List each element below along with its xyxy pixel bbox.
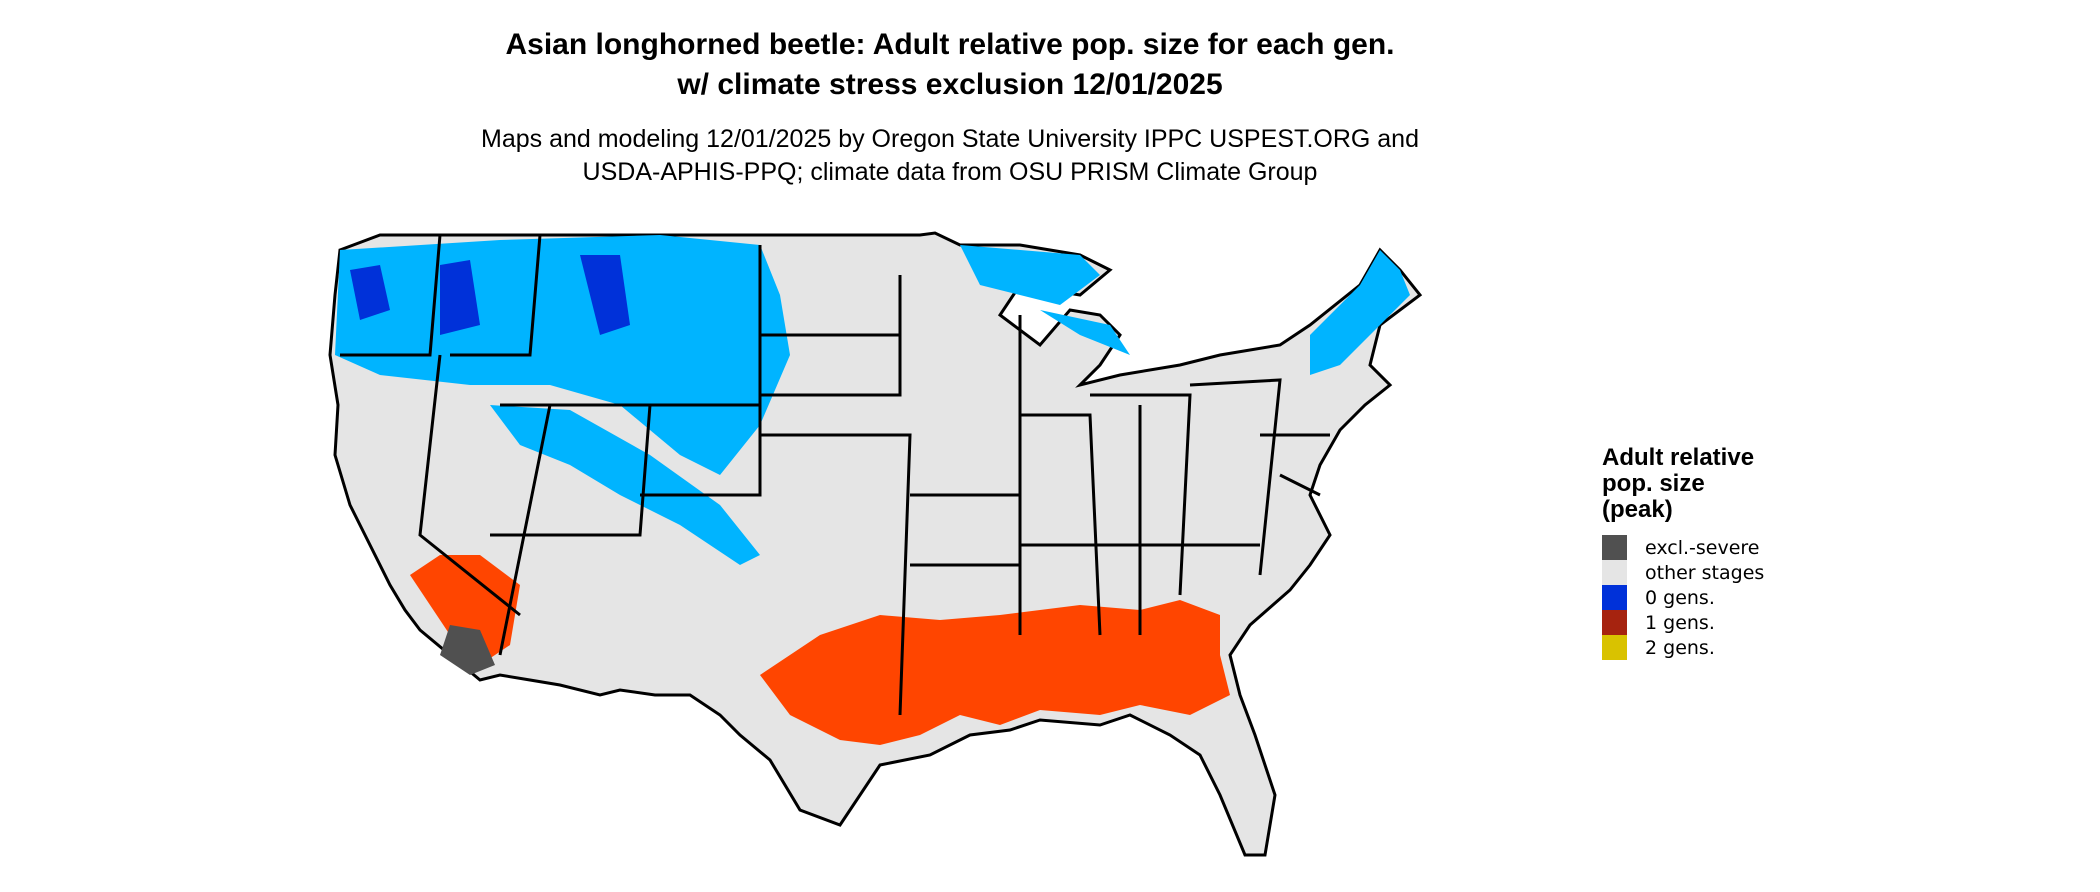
excl-severe-region — [440, 625, 495, 675]
legend-item-2-gens: 2 gens. — [1602, 635, 1822, 660]
one-gen-regions — [410, 555, 1230, 745]
legend-swatch — [1602, 635, 1627, 660]
legend-title-line: (peak) — [1602, 496, 1673, 523]
legend-swatch — [1602, 560, 1627, 585]
legend-item-1-gens: 1 gens. — [1602, 610, 1822, 635]
legend-swatch — [1602, 585, 1627, 610]
legend-label: 1 gens. — [1645, 611, 1715, 634]
legend-title-line: Adult relative — [1602, 444, 1755, 471]
legend-item-0-gens: 0 gens. — [1602, 585, 1822, 610]
map-title-line2: w/ climate stress exclusion 12/01/2025 — [677, 68, 1223, 101]
legend-swatch — [1602, 610, 1627, 635]
legend-title-line: pop. size — [1602, 470, 1705, 497]
legend: Adult relative pop. size (peak) excl.-se… — [1602, 445, 1822, 660]
legend-label: 2 gens. — [1645, 636, 1715, 659]
us-map — [328, 231, 1423, 857]
zero-gens-regions — [335, 235, 1410, 565]
legend-title: Adult relative pop. size (peak) — [1602, 445, 1822, 523]
map-subtitle-line2: USDA-APHIS-PPQ; climate data from OSU PR… — [582, 158, 1318, 186]
legend-label: excl.-severe — [1645, 536, 1760, 559]
legend-label: 0 gens. — [1645, 586, 1715, 609]
map-title-line1: Asian longhorned beetle: Adult relative … — [505, 28, 1395, 61]
map-subtitle-line1: Maps and modeling 12/01/2025 by Oregon S… — [481, 125, 1419, 153]
legend-item-other-stages: other stages — [1602, 560, 1822, 585]
legend-swatch — [1602, 535, 1627, 560]
legend-label: other stages — [1645, 561, 1765, 584]
legend-item-excl-severe: excl.-severe — [1602, 535, 1822, 560]
state-borders — [340, 234, 1330, 716]
